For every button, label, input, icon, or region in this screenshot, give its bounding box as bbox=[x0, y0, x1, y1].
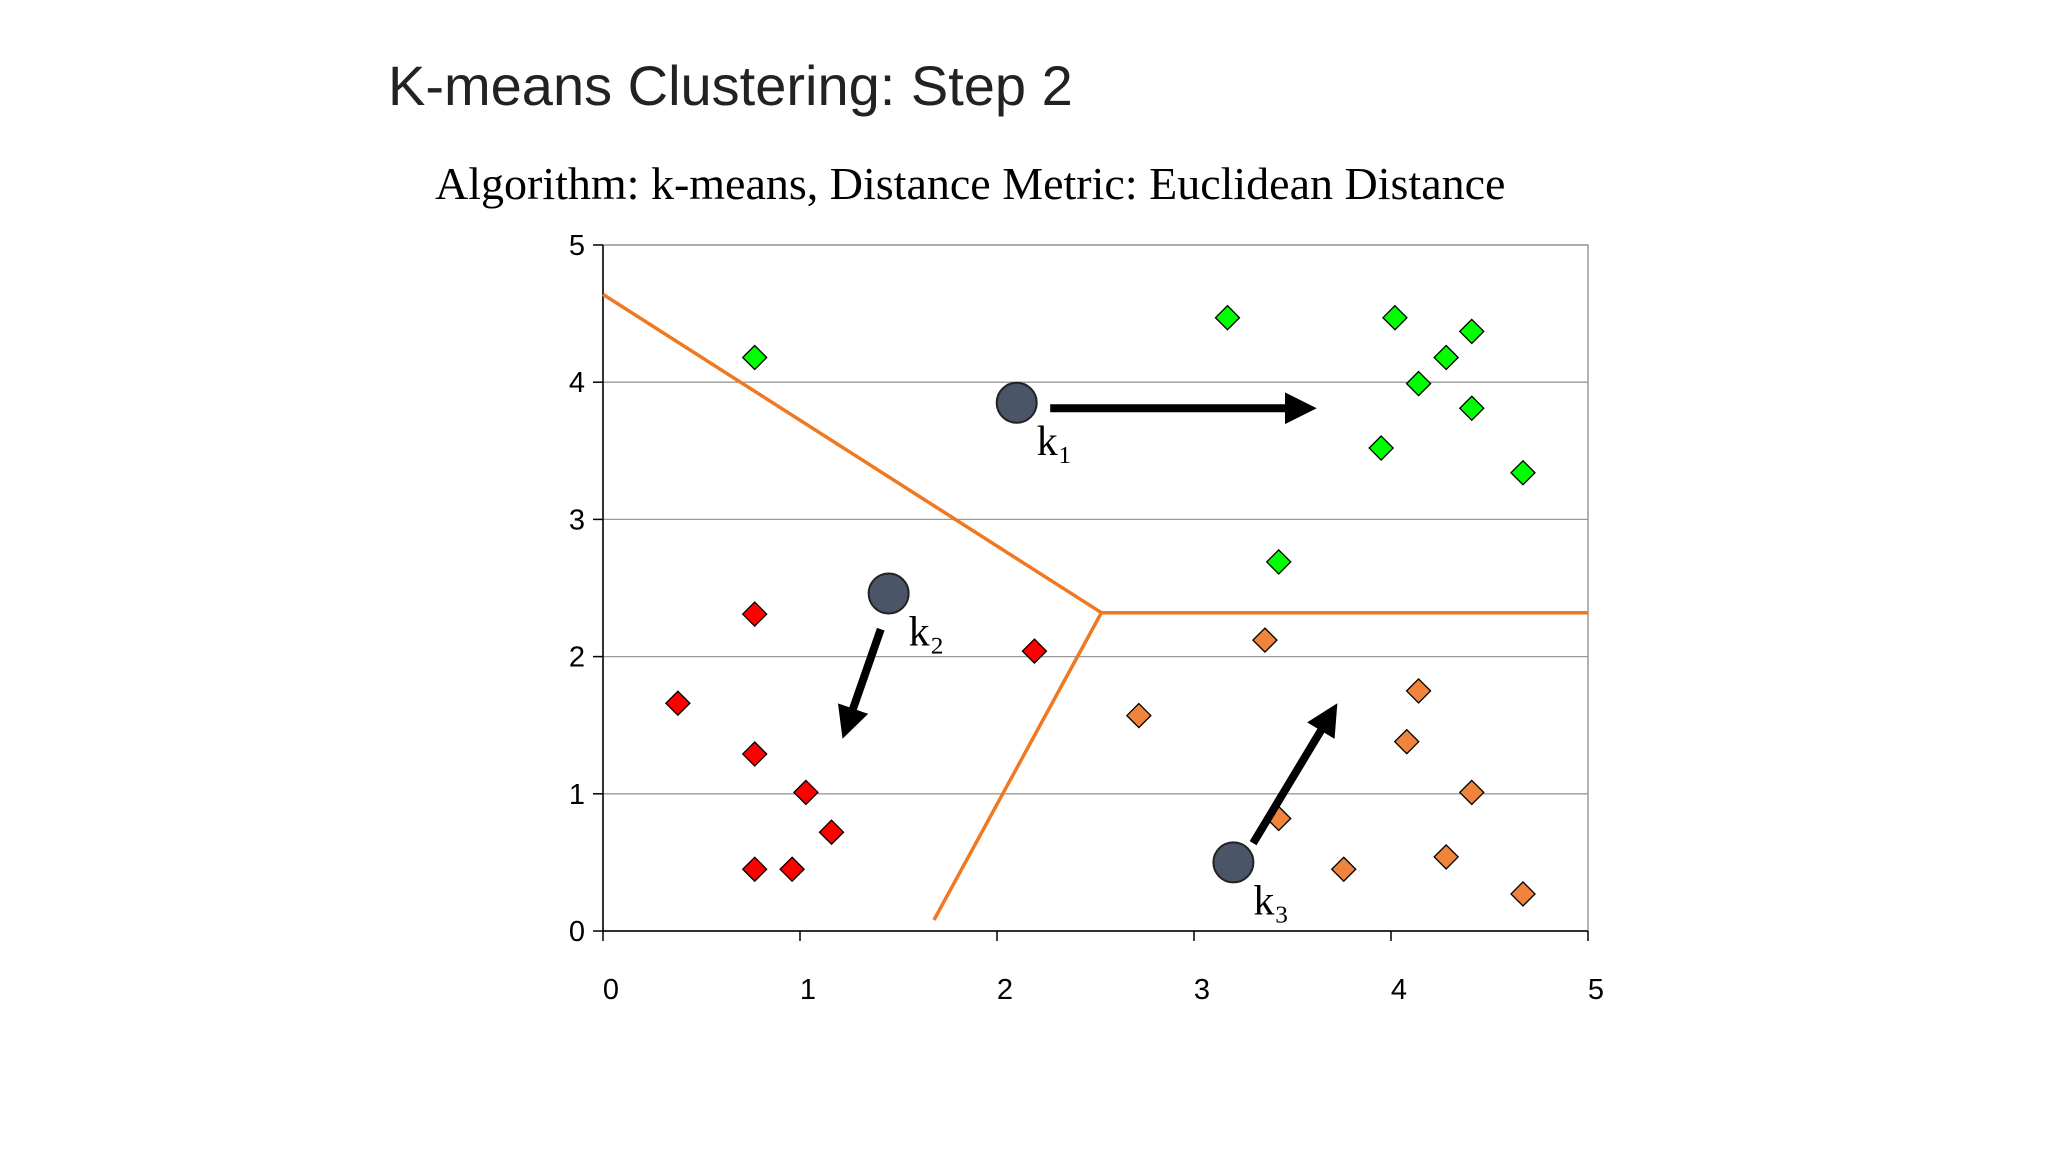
centroid bbox=[867, 572, 910, 615]
data-point bbox=[1405, 370, 1432, 397]
data-point bbox=[1021, 638, 1048, 665]
data-point bbox=[741, 741, 768, 767]
data-point bbox=[818, 819, 845, 846]
data-point bbox=[792, 779, 819, 806]
y-tick-label: 4 bbox=[569, 367, 585, 399]
data-point bbox=[741, 856, 768, 883]
y-tick-label: 1 bbox=[569, 779, 585, 811]
data-point bbox=[1382, 304, 1408, 331]
x-tick-label: 2 bbox=[997, 974, 1013, 1006]
data-point bbox=[1433, 843, 1460, 870]
data-point bbox=[1393, 728, 1420, 755]
data-point bbox=[1330, 856, 1357, 883]
x-tick-label: 3 bbox=[1194, 974, 1210, 1006]
data-point bbox=[1265, 549, 1292, 575]
data-point bbox=[741, 601, 768, 627]
data-point bbox=[1510, 881, 1536, 907]
data-point bbox=[1458, 318, 1485, 345]
plot-area bbox=[602, 244, 1589, 932]
data-point bbox=[1214, 304, 1241, 331]
centroid-label: k₁ bbox=[1037, 419, 1073, 465]
centroid bbox=[995, 381, 1038, 424]
x-tick-label: 1 bbox=[800, 974, 816, 1006]
centroid-label: k₂ bbox=[909, 609, 945, 655]
move-arrow bbox=[837, 627, 885, 739]
data-point bbox=[741, 344, 768, 371]
y-tick-label: 0 bbox=[569, 916, 585, 948]
cluster-boundary bbox=[602, 292, 1103, 615]
y-tick-label: 3 bbox=[569, 504, 585, 536]
data-point bbox=[1125, 702, 1152, 729]
data-point bbox=[779, 856, 806, 883]
y-tick-label: 5 bbox=[569, 230, 585, 262]
x-tick-label: 0 bbox=[603, 974, 619, 1006]
data-point bbox=[1458, 779, 1485, 806]
data-point bbox=[1458, 395, 1485, 422]
data-point bbox=[1433, 344, 1460, 371]
cluster-boundary bbox=[932, 611, 1103, 921]
centroid-label: k₃ bbox=[1253, 878, 1289, 924]
data-point bbox=[1252, 627, 1278, 654]
move-arrow bbox=[1249, 703, 1338, 846]
x-tick-label: 5 bbox=[1588, 974, 1604, 1006]
centroid bbox=[1212, 841, 1255, 884]
data-point bbox=[664, 690, 691, 717]
y-tick-label: 2 bbox=[569, 642, 585, 674]
data-point bbox=[1368, 435, 1395, 461]
chart-subtitle: Algorithm: k-means, Distance Metric: Euc… bbox=[435, 158, 1505, 209]
x-tick-label: 4 bbox=[1391, 974, 1407, 1006]
data-point bbox=[1405, 677, 1432, 704]
slide-title: K-means Clustering: Step 2 bbox=[388, 54, 1073, 117]
data-point bbox=[1510, 459, 1536, 486]
